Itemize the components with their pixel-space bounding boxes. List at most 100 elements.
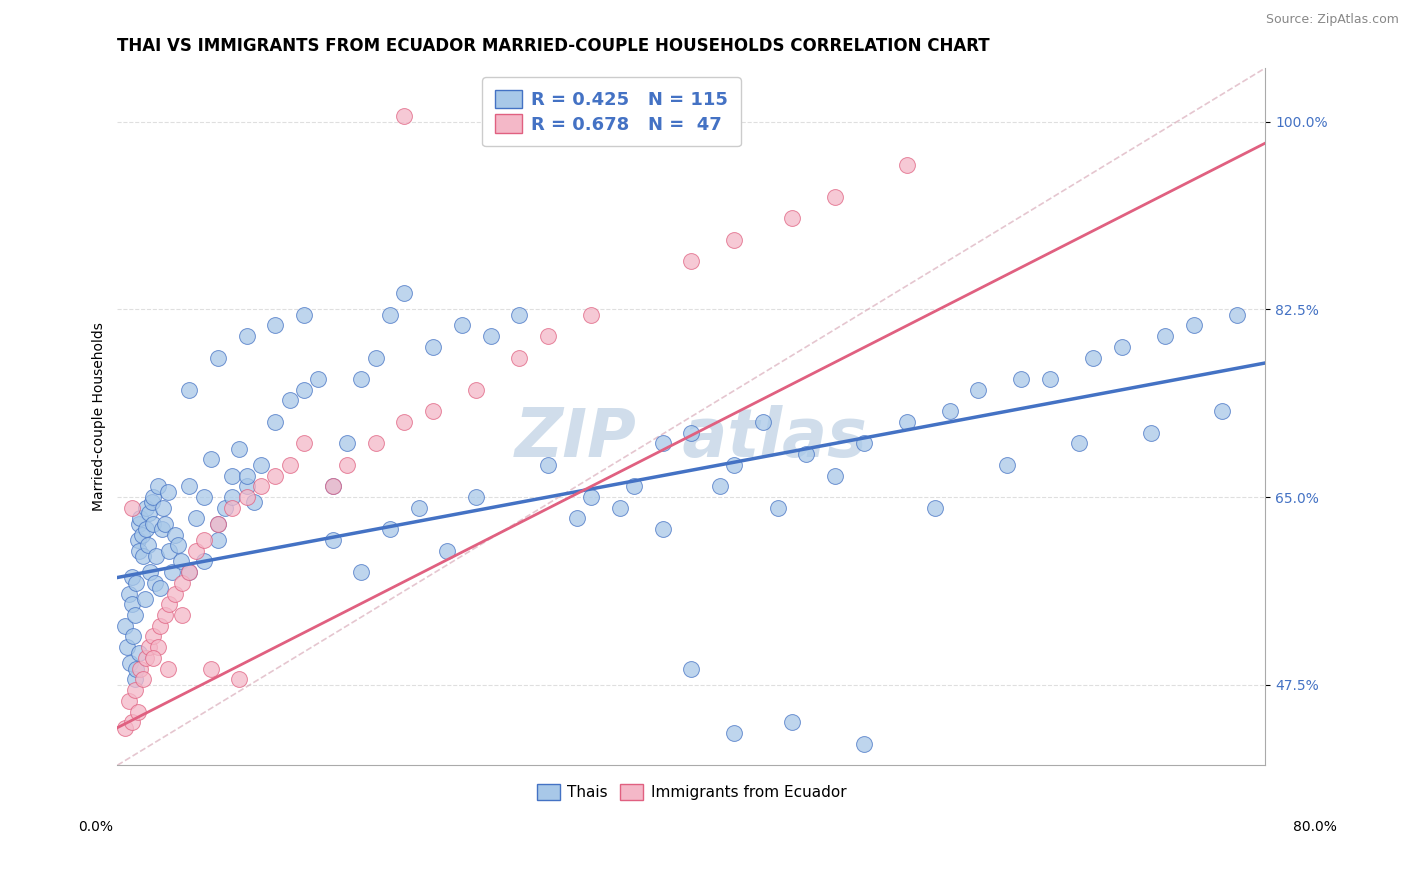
Text: 0.0%: 0.0% — [79, 820, 112, 834]
Point — [207, 516, 229, 531]
Point — [681, 254, 703, 268]
Point — [508, 351, 530, 365]
Point — [169, 554, 191, 568]
Point — [336, 458, 359, 472]
Point — [752, 415, 775, 429]
Point — [120, 657, 142, 671]
Y-axis label: Married-couple Households: Married-couple Households — [93, 322, 107, 511]
Point — [214, 500, 236, 515]
Point — [422, 340, 444, 354]
Point — [681, 425, 703, 440]
Point — [128, 543, 150, 558]
Point — [235, 468, 257, 483]
Text: Source: ZipAtlas.com: Source: ZipAtlas.com — [1265, 13, 1399, 27]
Point — [149, 581, 172, 595]
Point — [170, 575, 193, 590]
Point — [1226, 308, 1249, 322]
Point — [896, 415, 918, 429]
Point — [163, 586, 186, 600]
Point — [766, 500, 789, 515]
Point — [394, 109, 416, 123]
Point — [193, 490, 215, 504]
Point — [1083, 351, 1105, 365]
Point — [179, 383, 201, 397]
Point — [170, 607, 193, 622]
Point — [125, 662, 148, 676]
Point — [292, 436, 315, 450]
Text: THAI VS IMMIGRANTS FROM ECUADOR MARRIED-COUPLE HOUSEHOLDS CORRELATION CHART: THAI VS IMMIGRANTS FROM ECUADOR MARRIED-… — [118, 37, 990, 55]
Point — [278, 393, 301, 408]
Point — [336, 436, 359, 450]
Point — [1111, 340, 1133, 354]
Point — [160, 565, 183, 579]
Point — [394, 415, 416, 429]
Point — [436, 543, 458, 558]
Point — [121, 715, 143, 730]
Point — [250, 458, 273, 472]
Point — [364, 351, 387, 365]
Point — [794, 447, 817, 461]
Point — [138, 506, 160, 520]
Point — [122, 630, 145, 644]
Point — [114, 619, 136, 633]
Point — [124, 607, 146, 622]
Point — [1039, 372, 1062, 386]
Point — [780, 211, 803, 226]
Point — [142, 490, 165, 504]
Point — [422, 404, 444, 418]
Point — [131, 527, 153, 541]
Point — [394, 286, 416, 301]
Point — [163, 527, 186, 541]
Point — [967, 383, 990, 397]
Point — [723, 726, 745, 740]
Point — [579, 308, 602, 322]
Point — [1010, 372, 1032, 386]
Point — [465, 490, 488, 504]
Point — [378, 522, 401, 536]
Point — [129, 662, 152, 676]
Point — [149, 619, 172, 633]
Point — [193, 533, 215, 547]
Point — [350, 372, 373, 386]
Point — [135, 651, 157, 665]
Point — [322, 479, 344, 493]
Point — [537, 329, 560, 343]
Point — [142, 516, 165, 531]
Point — [322, 479, 344, 493]
Point — [157, 543, 180, 558]
Point — [136, 538, 159, 552]
Point — [995, 458, 1018, 472]
Point — [132, 549, 155, 563]
Point — [228, 673, 250, 687]
Point — [221, 500, 243, 515]
Point — [1154, 329, 1177, 343]
Point — [651, 522, 673, 536]
Point — [150, 522, 173, 536]
Point — [235, 329, 257, 343]
Point — [609, 500, 631, 515]
Point — [139, 565, 162, 579]
Point — [179, 565, 201, 579]
Point — [135, 522, 157, 536]
Point — [207, 533, 229, 547]
Point — [264, 318, 287, 333]
Point — [450, 318, 472, 333]
Point — [166, 538, 188, 552]
Point — [146, 640, 169, 655]
Point — [250, 479, 273, 493]
Point — [565, 511, 588, 525]
Point — [127, 705, 149, 719]
Point — [135, 500, 157, 515]
Point — [938, 404, 960, 418]
Point — [179, 479, 201, 493]
Point — [322, 533, 344, 547]
Point — [127, 533, 149, 547]
Point — [128, 646, 150, 660]
Point — [479, 329, 502, 343]
Point — [292, 308, 315, 322]
Point — [824, 190, 846, 204]
Point — [579, 490, 602, 504]
Point — [378, 308, 401, 322]
Point — [242, 495, 264, 509]
Point — [134, 591, 156, 606]
